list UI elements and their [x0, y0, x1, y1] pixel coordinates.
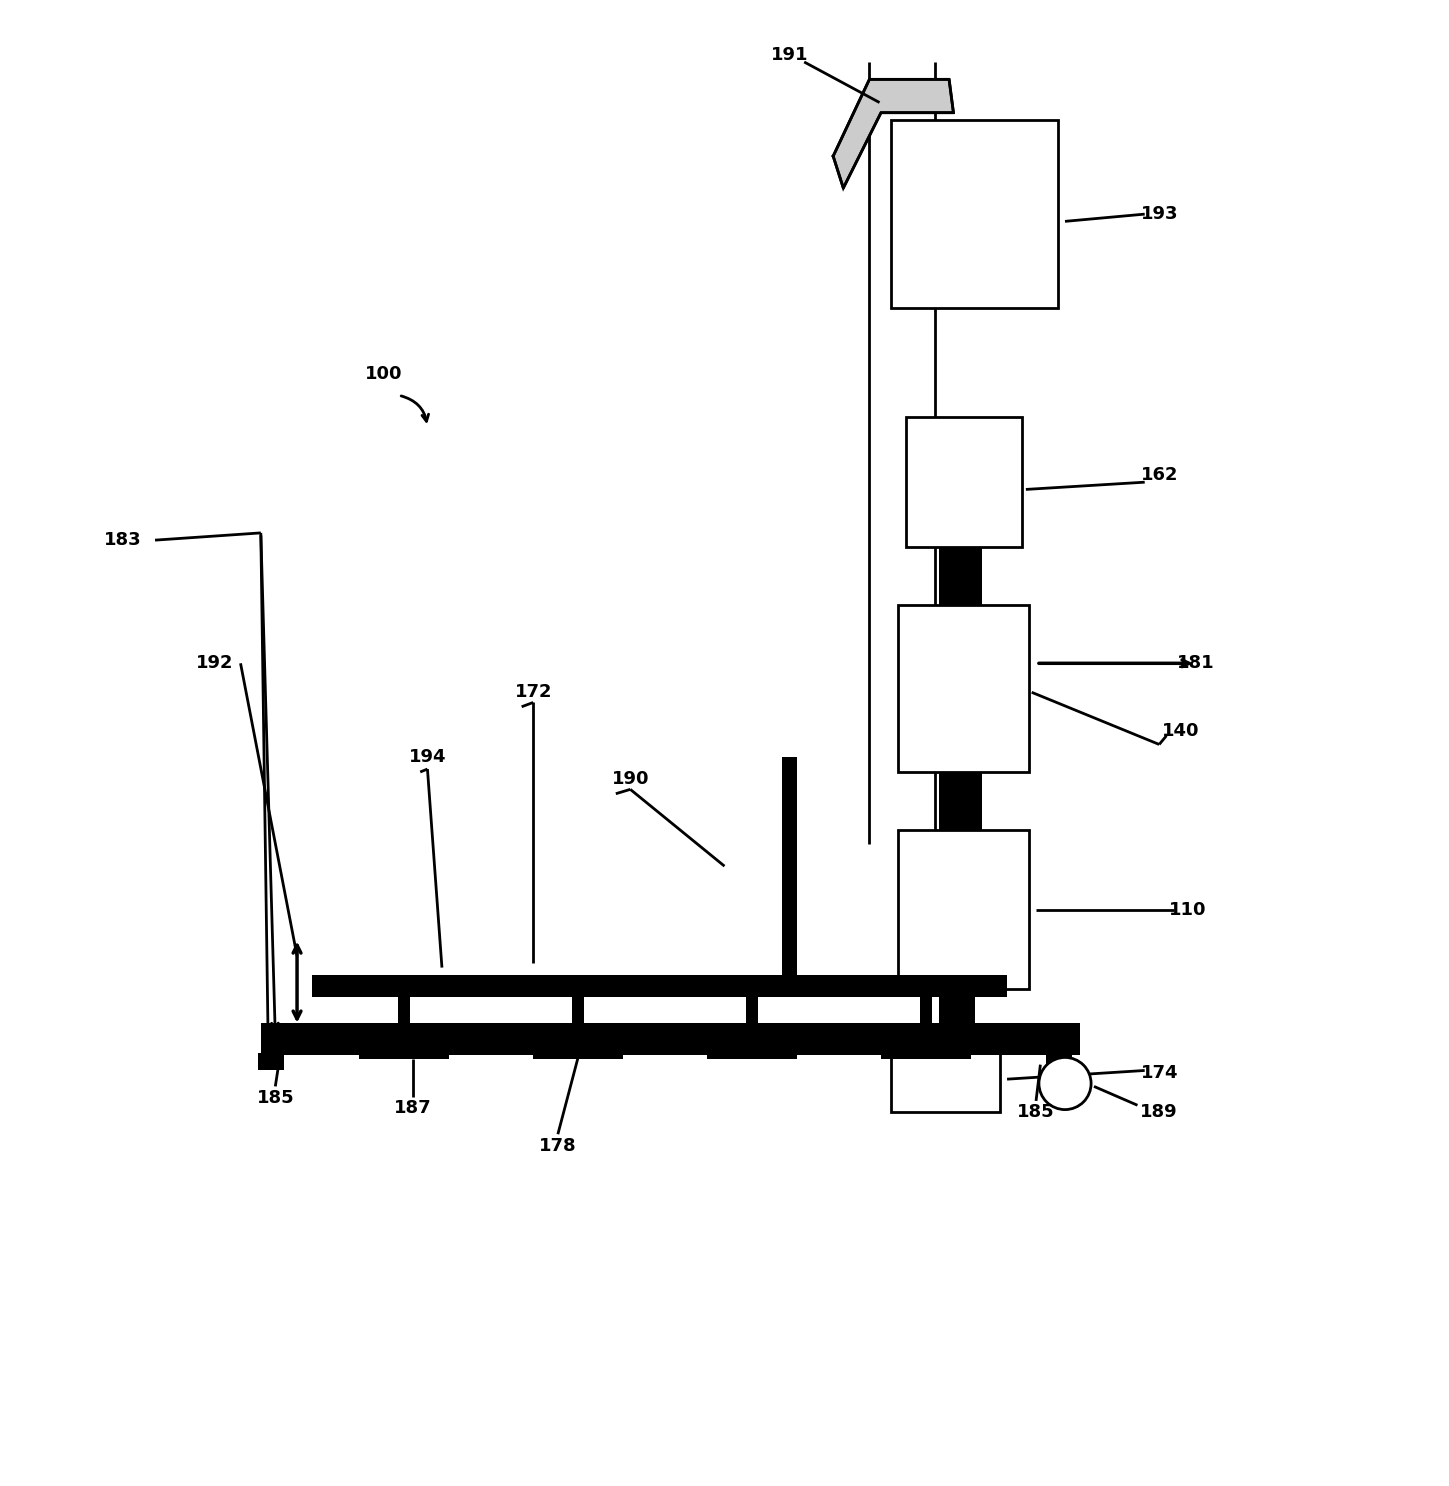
- Text: 140: 140: [1162, 722, 1200, 740]
- Bar: [261, 1022, 1080, 1055]
- Bar: [939, 547, 982, 605]
- Polygon shape: [833, 79, 953, 189]
- Bar: [891, 120, 1058, 308]
- Bar: [939, 773, 982, 831]
- Text: 189: 189: [1140, 1104, 1178, 1122]
- Text: 191: 191: [771, 46, 809, 64]
- Bar: [939, 990, 975, 1040]
- Bar: [707, 1045, 797, 1060]
- Text: 194: 194: [409, 749, 446, 767]
- Text: 192: 192: [196, 654, 233, 672]
- Bar: [942, 1022, 1080, 1055]
- Bar: [782, 758, 797, 975]
- Bar: [312, 975, 1007, 997]
- Text: 183: 183: [104, 531, 142, 550]
- Bar: [898, 831, 1029, 990]
- Text: 100: 100: [365, 364, 403, 382]
- Bar: [572, 997, 584, 1048]
- Bar: [359, 1045, 449, 1060]
- Text: 190: 190: [611, 770, 649, 788]
- Text: 193: 193: [1140, 205, 1178, 223]
- Bar: [898, 605, 1029, 773]
- Bar: [881, 1045, 971, 1060]
- Text: 172: 172: [514, 684, 552, 701]
- Bar: [746, 997, 758, 1048]
- Bar: [1046, 1054, 1072, 1070]
- Text: 178: 178: [539, 1137, 577, 1155]
- Bar: [920, 997, 932, 1048]
- Bar: [398, 997, 410, 1048]
- Text: 185: 185: [256, 1089, 294, 1107]
- Text: 162: 162: [1140, 467, 1178, 484]
- Bar: [258, 1054, 284, 1070]
- Bar: [906, 418, 1022, 547]
- Text: 187: 187: [394, 1100, 432, 1117]
- Text: 110: 110: [1169, 901, 1207, 918]
- Text: 185: 185: [1017, 1104, 1055, 1122]
- Bar: [533, 1045, 623, 1060]
- Circle shape: [1039, 1058, 1091, 1110]
- Text: 174: 174: [1140, 1064, 1178, 1082]
- Bar: [891, 1040, 1000, 1113]
- Text: 181: 181: [1177, 654, 1214, 672]
